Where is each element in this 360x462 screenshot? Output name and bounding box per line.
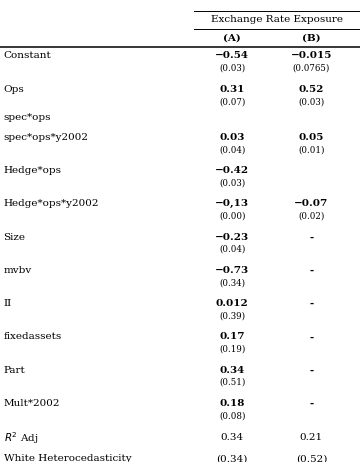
Text: 0.18: 0.18	[220, 399, 245, 408]
Text: (B): (B)	[302, 33, 321, 43]
Text: −0.73: −0.73	[215, 266, 249, 275]
Text: spec*ops: spec*ops	[4, 113, 51, 122]
Text: (0.52): (0.52)	[296, 454, 327, 462]
Text: -: -	[309, 332, 314, 341]
Text: −0.54: −0.54	[215, 51, 249, 61]
Text: −0.42: −0.42	[215, 166, 249, 175]
Text: Size: Size	[4, 232, 26, 242]
Text: 0.34: 0.34	[221, 433, 244, 442]
Text: (0.0765): (0.0765)	[293, 64, 330, 73]
Text: fixedassets: fixedassets	[4, 332, 62, 341]
Text: Ops: Ops	[4, 85, 24, 94]
Text: Constant: Constant	[4, 51, 51, 61]
Text: spec*ops*y2002: spec*ops*y2002	[4, 133, 89, 142]
Text: 0.21: 0.21	[300, 433, 323, 442]
Text: (0.00): (0.00)	[219, 212, 246, 221]
Text: −0.015: −0.015	[291, 51, 332, 61]
Text: −0,13: −0,13	[215, 199, 249, 208]
Text: (0.04): (0.04)	[219, 245, 246, 254]
Text: Hedge*ops: Hedge*ops	[4, 166, 62, 175]
Text: -: -	[309, 232, 314, 242]
Text: 0.05: 0.05	[299, 133, 324, 142]
Text: (0.34): (0.34)	[219, 278, 245, 287]
Text: (0.04): (0.04)	[219, 145, 246, 154]
Text: (0.02): (0.02)	[298, 212, 325, 221]
Text: (0.03): (0.03)	[298, 97, 324, 106]
Text: -: -	[309, 299, 314, 308]
Text: 0.012: 0.012	[216, 299, 248, 308]
Text: Mult*2002: Mult*2002	[4, 399, 60, 408]
Text: $R^2$ Adj: $R^2$ Adj	[4, 430, 38, 446]
Text: mvbv: mvbv	[4, 266, 32, 275]
Text: (0.08): (0.08)	[219, 411, 246, 420]
Text: (0.07): (0.07)	[219, 97, 246, 106]
Text: 0.52: 0.52	[299, 85, 324, 94]
Text: -: -	[309, 266, 314, 275]
Text: White Heterocedasticity: White Heterocedasticity	[4, 454, 131, 462]
Text: -: -	[309, 365, 314, 375]
Text: 0.31: 0.31	[220, 85, 245, 94]
Text: (0.03): (0.03)	[219, 64, 245, 73]
Text: Exchange Rate Exposure: Exchange Rate Exposure	[211, 15, 343, 24]
Text: (0.03): (0.03)	[219, 178, 245, 188]
Text: Hedge*ops*y2002: Hedge*ops*y2002	[4, 199, 99, 208]
Text: 0.17: 0.17	[220, 332, 245, 341]
Text: 0.03: 0.03	[220, 133, 245, 142]
Text: −0.07: −0.07	[294, 199, 329, 208]
Text: (0.19): (0.19)	[219, 345, 246, 354]
Text: (A): (A)	[223, 33, 241, 43]
Text: Part: Part	[4, 365, 25, 375]
Text: −0.23: −0.23	[215, 232, 249, 242]
Text: (0.01): (0.01)	[298, 145, 325, 154]
Text: (0.34): (0.34)	[216, 454, 248, 462]
Text: (0.39): (0.39)	[219, 311, 245, 321]
Text: -: -	[309, 399, 314, 408]
Text: 0.34: 0.34	[220, 365, 245, 375]
Text: (0.51): (0.51)	[219, 378, 246, 387]
Text: II: II	[4, 299, 12, 308]
